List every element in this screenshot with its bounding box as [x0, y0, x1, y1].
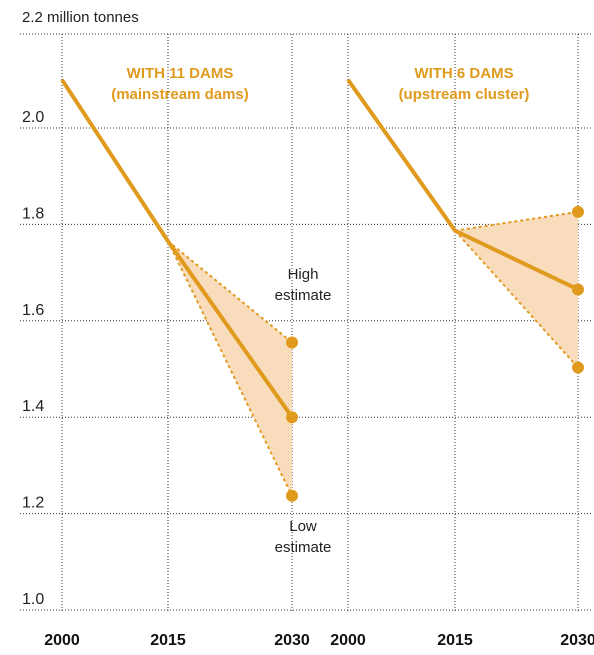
estimate-bands [168, 211, 578, 496]
low-estimate-line [167, 240, 293, 497]
high-estimate-label: High [288, 266, 319, 283]
x-tick-label: 2000 [44, 632, 80, 649]
x-tick-label: 2030 [274, 632, 310, 649]
panel-subtitle: (upstream cluster) [399, 86, 530, 103]
low-point [572, 361, 584, 374]
central-line [60, 78, 294, 419]
estimate-band [455, 211, 578, 368]
y-tick-label: 1.2 [22, 495, 44, 512]
central-line [346, 78, 579, 292]
y-tick-label: 2.0 [22, 109, 44, 126]
panel-title: WITH 6 DAMS [414, 65, 513, 82]
x-tick-label: 2015 [437, 632, 473, 649]
high-estimate-line [454, 210, 579, 232]
panel-subtitle: (mainstream dams) [111, 86, 249, 103]
high-point [286, 336, 298, 349]
high-estimate-line [167, 240, 293, 344]
y-tick-label: 1.6 [22, 302, 44, 319]
low-point [286, 489, 298, 502]
low-estimate-line [454, 229, 579, 369]
x-tick-label: 2015 [150, 632, 186, 649]
panel-title: WITH 11 DAMS [127, 65, 234, 82]
low-estimate-label: estimate [275, 539, 332, 556]
y-tick-label: 1.8 [22, 205, 44, 222]
x-tick-label: 2000 [330, 632, 366, 649]
y-tick-label: 1.4 [22, 398, 44, 415]
data-points [286, 205, 584, 502]
central-point [572, 283, 584, 296]
high-point [572, 205, 584, 218]
high-estimate-label: estimate [275, 287, 332, 304]
y-tick-label: 1.0 [22, 591, 44, 608]
low-estimate-label: Low [289, 518, 317, 535]
unit-label: 2.2 million tonnes [22, 9, 139, 26]
central-point [286, 411, 298, 424]
labels: 2.0 1.8 1.6 1.4 1.2 1.0 2000 2015 2030 2000 2015 20… [22, 65, 594, 649]
series-lines [60, 78, 579, 497]
x-tick-label: 2030 [560, 632, 594, 649]
